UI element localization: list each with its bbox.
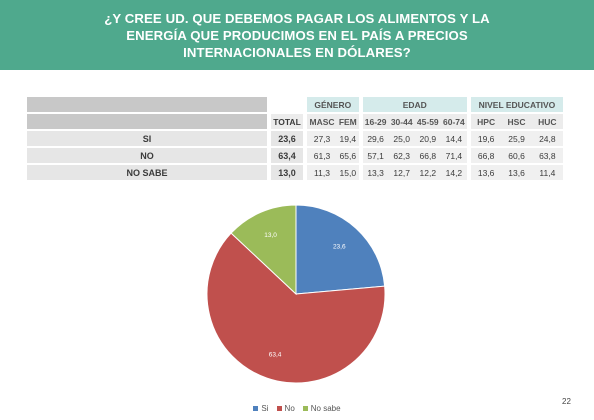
table-row: NO SABE 13,0 11,3 15,0 13,3 12,7 12,2 14… [27,165,563,180]
pie-chart: 23,6 63,4 13,0 [204,202,388,386]
column-header: HSC [501,114,532,129]
table-cell: 14,2 [440,165,467,180]
table-cell: 13,6 [470,165,502,180]
total-header-blank [271,97,303,112]
column-header: HUC [531,114,563,129]
legend-item-no-sabe: No sabe [302,404,341,413]
table-column-header-row: TOTAL MASC FEM 16-29 30-44 45-59 60-74 H… [27,114,563,129]
column-header: 45-59 [414,114,441,129]
table-cell: 15,0 [337,165,359,180]
table-cell: 60,6 [501,148,532,163]
table-cell: 13,6 [501,165,532,180]
table-cell: 19,4 [337,131,359,146]
group-header-edad: EDAD [362,97,467,112]
table-row: SI 23,6 27,3 19,4 29,6 25,0 20,9 14,4 19… [27,131,563,146]
legend-item-no: No [276,404,295,413]
table-corner-cell [27,114,267,129]
pie-chart-svg: 23,6 63,4 13,0 [206,204,386,384]
table-cell: 66,8 [470,148,502,163]
row-label: NO SABE [27,165,267,180]
chart-legend: Si No No sabe [0,404,594,413]
table-cell: 24,8 [531,131,563,146]
table-cell: 57,1 [362,148,389,163]
pie-slice-no [206,232,386,384]
column-header: FEM [337,114,359,129]
column-header: 60-74 [440,114,467,129]
legend-label: No [284,404,295,413]
table-cell: 20,9 [414,131,441,146]
row-total: 13,0 [271,165,303,180]
column-header: HPC [470,114,502,129]
table-cell: 27,3 [307,131,338,146]
group-header-nivel: NIVEL EDUCATIVO [470,97,563,112]
legend-swatch [276,406,282,411]
table-cell: 25,0 [388,131,415,146]
legend-item-si: Si [253,404,269,413]
row-label: SI [27,131,267,146]
table-cell: 12,7 [388,165,415,180]
table-cell: 12,2 [414,165,441,180]
table-cell: 62,3 [388,148,415,163]
column-header: 30-44 [388,114,415,129]
table-cell: 11,3 [307,165,338,180]
row-label: NO [27,148,267,163]
table-cell: 14,4 [440,131,467,146]
page-number: 22 [562,397,571,406]
pie-data-label: 23,6 [333,244,346,251]
pie-data-label: 13,0 [264,232,277,239]
column-header: 16-29 [362,114,389,129]
table-cell: 19,6 [470,131,502,146]
table-cell: 61,3 [307,148,338,163]
title-banner: ¿Y CREE UD. QUE DEBEMOS PAGAR LOS ALIMEN… [0,0,594,70]
table-group-header-row: GÉNERO EDAD NIVEL EDUCATIVO [27,97,563,112]
pie-slice-si [295,204,386,295]
column-header: MASC [307,114,338,129]
results-table: GÉNERO EDAD NIVEL EDUCATIVO TOTAL MASC F… [27,95,563,182]
table-cell: 13,3 [362,165,389,180]
table-row: NO 63,4 61,3 65,6 57,1 62,3 66,8 71,4 66… [27,148,563,163]
table-cell: 66,8 [414,148,441,163]
table-cell: 11,4 [531,165,563,180]
column-header-total: TOTAL [271,114,303,129]
pie-slice-no-sabe [230,204,297,296]
table-cell: 63,8 [531,148,563,163]
legend-swatch [253,406,259,411]
legend-label: Si [261,404,269,413]
table-cell: 29,6 [362,131,389,146]
row-total: 23,6 [271,131,303,146]
table-corner-cell [27,97,267,112]
row-total: 63,4 [271,148,303,163]
legend-label: No sabe [310,404,341,413]
page-title: ¿Y CREE UD. QUE DEBEMOS PAGAR LOS ALIMEN… [104,10,490,60]
group-header-genero: GÉNERO [307,97,359,112]
legend-swatch [302,406,308,411]
table-cell: 65,6 [337,148,359,163]
table-cell: 71,4 [440,148,467,163]
table-cell: 25,9 [501,131,532,146]
pie-data-label: 63,4 [269,352,282,359]
